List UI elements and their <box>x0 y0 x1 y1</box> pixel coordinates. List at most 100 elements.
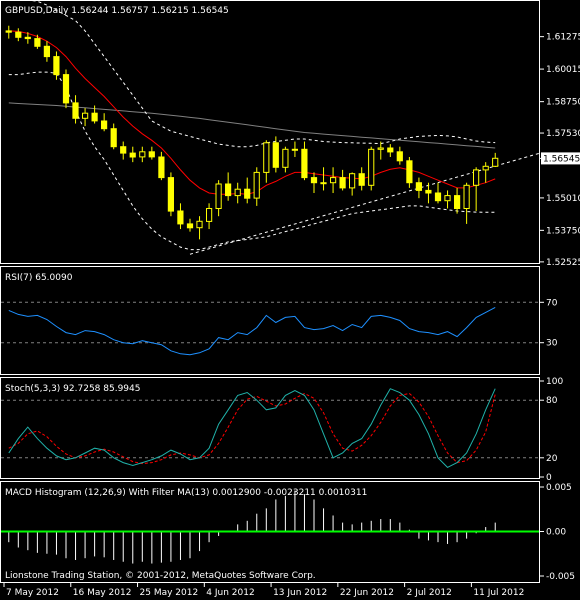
candle-bear <box>129 152 136 158</box>
macd-tick-label: 0.005 <box>546 483 572 493</box>
candle-bear <box>406 160 413 184</box>
candle-bull <box>444 195 451 202</box>
candle-bear <box>415 182 422 191</box>
rsi-panel-title: RSI(7) 65.0090 <box>5 273 73 283</box>
candle-bull <box>492 157 499 167</box>
x-tick-label: 25 May 2012 <box>140 588 199 598</box>
current-price-label: 1.56545 <box>543 154 580 164</box>
candle-bull <box>82 112 89 119</box>
rsi-panel-frame <box>0 266 540 375</box>
candle-bear <box>24 36 31 40</box>
candle-bear <box>186 223 194 229</box>
macd-tick-label: 0.00 <box>546 528 566 538</box>
candle-bull <box>320 182 327 185</box>
stoch-panel-title: Stoch(5,3,3) 92.7258 85.9945 <box>5 384 140 394</box>
price-tick-label: 1.60015 <box>546 65 580 75</box>
rsi-tick-label: 70 <box>546 298 558 308</box>
candle-bear <box>225 183 232 197</box>
stoch-tick-label: 20 <box>546 454 558 464</box>
candle-bear <box>5 30 12 33</box>
price-tick-label: 1.52525 <box>546 258 580 268</box>
x-tick-label: 7 May 2012 <box>6 588 59 598</box>
candle-bull <box>349 173 356 189</box>
candle-bear <box>310 177 318 184</box>
macd-tick-label: -0.005 <box>546 572 575 582</box>
candle-bear <box>158 156 165 179</box>
candle-bear <box>101 120 108 130</box>
candle-bull <box>291 148 298 151</box>
candle-bull <box>234 188 241 197</box>
price-panel-title: GBPUSD,Daily 1.56244 1.56757 1.56215 1.5… <box>5 6 229 16</box>
candle-bull <box>206 208 213 222</box>
upper-band-line <box>24 0 496 148</box>
x-tick-label: 13 Jun 2012 <box>273 588 327 598</box>
price-tick-label: 1.55010 <box>546 194 580 204</box>
stoch-main-line <box>8 388 496 469</box>
candle-bear <box>301 148 308 179</box>
watermark: Lionstone Trading Station, © 2001-2012, … <box>5 571 316 581</box>
candle-bull <box>253 171 260 199</box>
x-tick-label: 2 Jul 2012 <box>407 588 452 598</box>
price-tick-label: 1.57530 <box>546 129 580 139</box>
candle-bear <box>396 151 403 162</box>
candle-bear <box>167 177 175 212</box>
candle-bull <box>282 148 289 168</box>
candle-bear <box>62 74 70 104</box>
stoch-signal-line <box>8 392 496 465</box>
red-ma-line <box>8 30 496 195</box>
x-tick-label: 11 Jul 2012 <box>473 588 524 598</box>
lower-band-line <box>8 71 496 251</box>
candle-bull <box>215 183 222 209</box>
candle-bear <box>272 142 279 168</box>
macd-panel-title: MACD Histogram (12,26,9) With Filter MA(… <box>5 488 367 498</box>
price-panel-frame <box>0 0 540 264</box>
candle-bear <box>358 173 365 186</box>
candle-bear <box>177 210 184 225</box>
price-tick-label: 1.61275 <box>546 33 580 43</box>
candle-bull <box>377 147 384 150</box>
trend-line <box>189 152 541 255</box>
rsi-line <box>8 306 496 356</box>
stoch-panel-frame <box>0 377 540 479</box>
rsi-plot <box>1 301 539 356</box>
x-tick-label: 4 Jun 2012 <box>206 588 254 598</box>
candle-bear <box>43 45 50 58</box>
candle-bear <box>434 192 442 202</box>
candle-bull <box>473 169 480 186</box>
stoch-plot <box>1 388 539 469</box>
stoch-tick-label: 0 <box>546 473 552 483</box>
macd-plot <box>1 490 539 564</box>
long-ma-line <box>8 102 496 149</box>
candle-bear <box>425 189 432 194</box>
price-tick-label: 1.58750 <box>546 98 580 108</box>
price-tick-label: 1.53750 <box>546 226 580 236</box>
candle-bull <box>196 220 203 229</box>
rsi-tick-label: 30 <box>546 339 558 349</box>
candle-bear <box>91 112 98 122</box>
x-tick-label: 22 Jun 2012 <box>340 588 394 598</box>
candle-bear <box>72 102 79 119</box>
candle-bull <box>463 184 470 210</box>
stoch-tick-label: 100 <box>546 377 563 387</box>
axis-labels: 1.61275 1.60015 1.58750 1.57530 1.56545 1.550… <box>3 33 580 598</box>
price-plot <box>5 0 541 255</box>
stoch-tick-label: 80 <box>546 396 558 406</box>
candle-bear <box>454 195 461 210</box>
candle-bear <box>148 151 155 158</box>
candle-bull <box>330 177 337 184</box>
candle-bear <box>244 188 251 199</box>
candle-bull <box>263 142 270 173</box>
current-price-box <box>541 152 580 165</box>
candle-bear <box>53 56 60 76</box>
candle-bull <box>139 151 146 158</box>
candle-bear <box>339 177 346 189</box>
candle-bull <box>482 165 489 171</box>
candle-bull <box>368 148 375 186</box>
candle-bear <box>387 147 394 153</box>
candle-bear <box>34 38 41 47</box>
candle-bear <box>110 128 117 148</box>
x-tick-label: 16 May 2012 <box>73 588 132 598</box>
macd-panel-frame <box>0 481 540 583</box>
